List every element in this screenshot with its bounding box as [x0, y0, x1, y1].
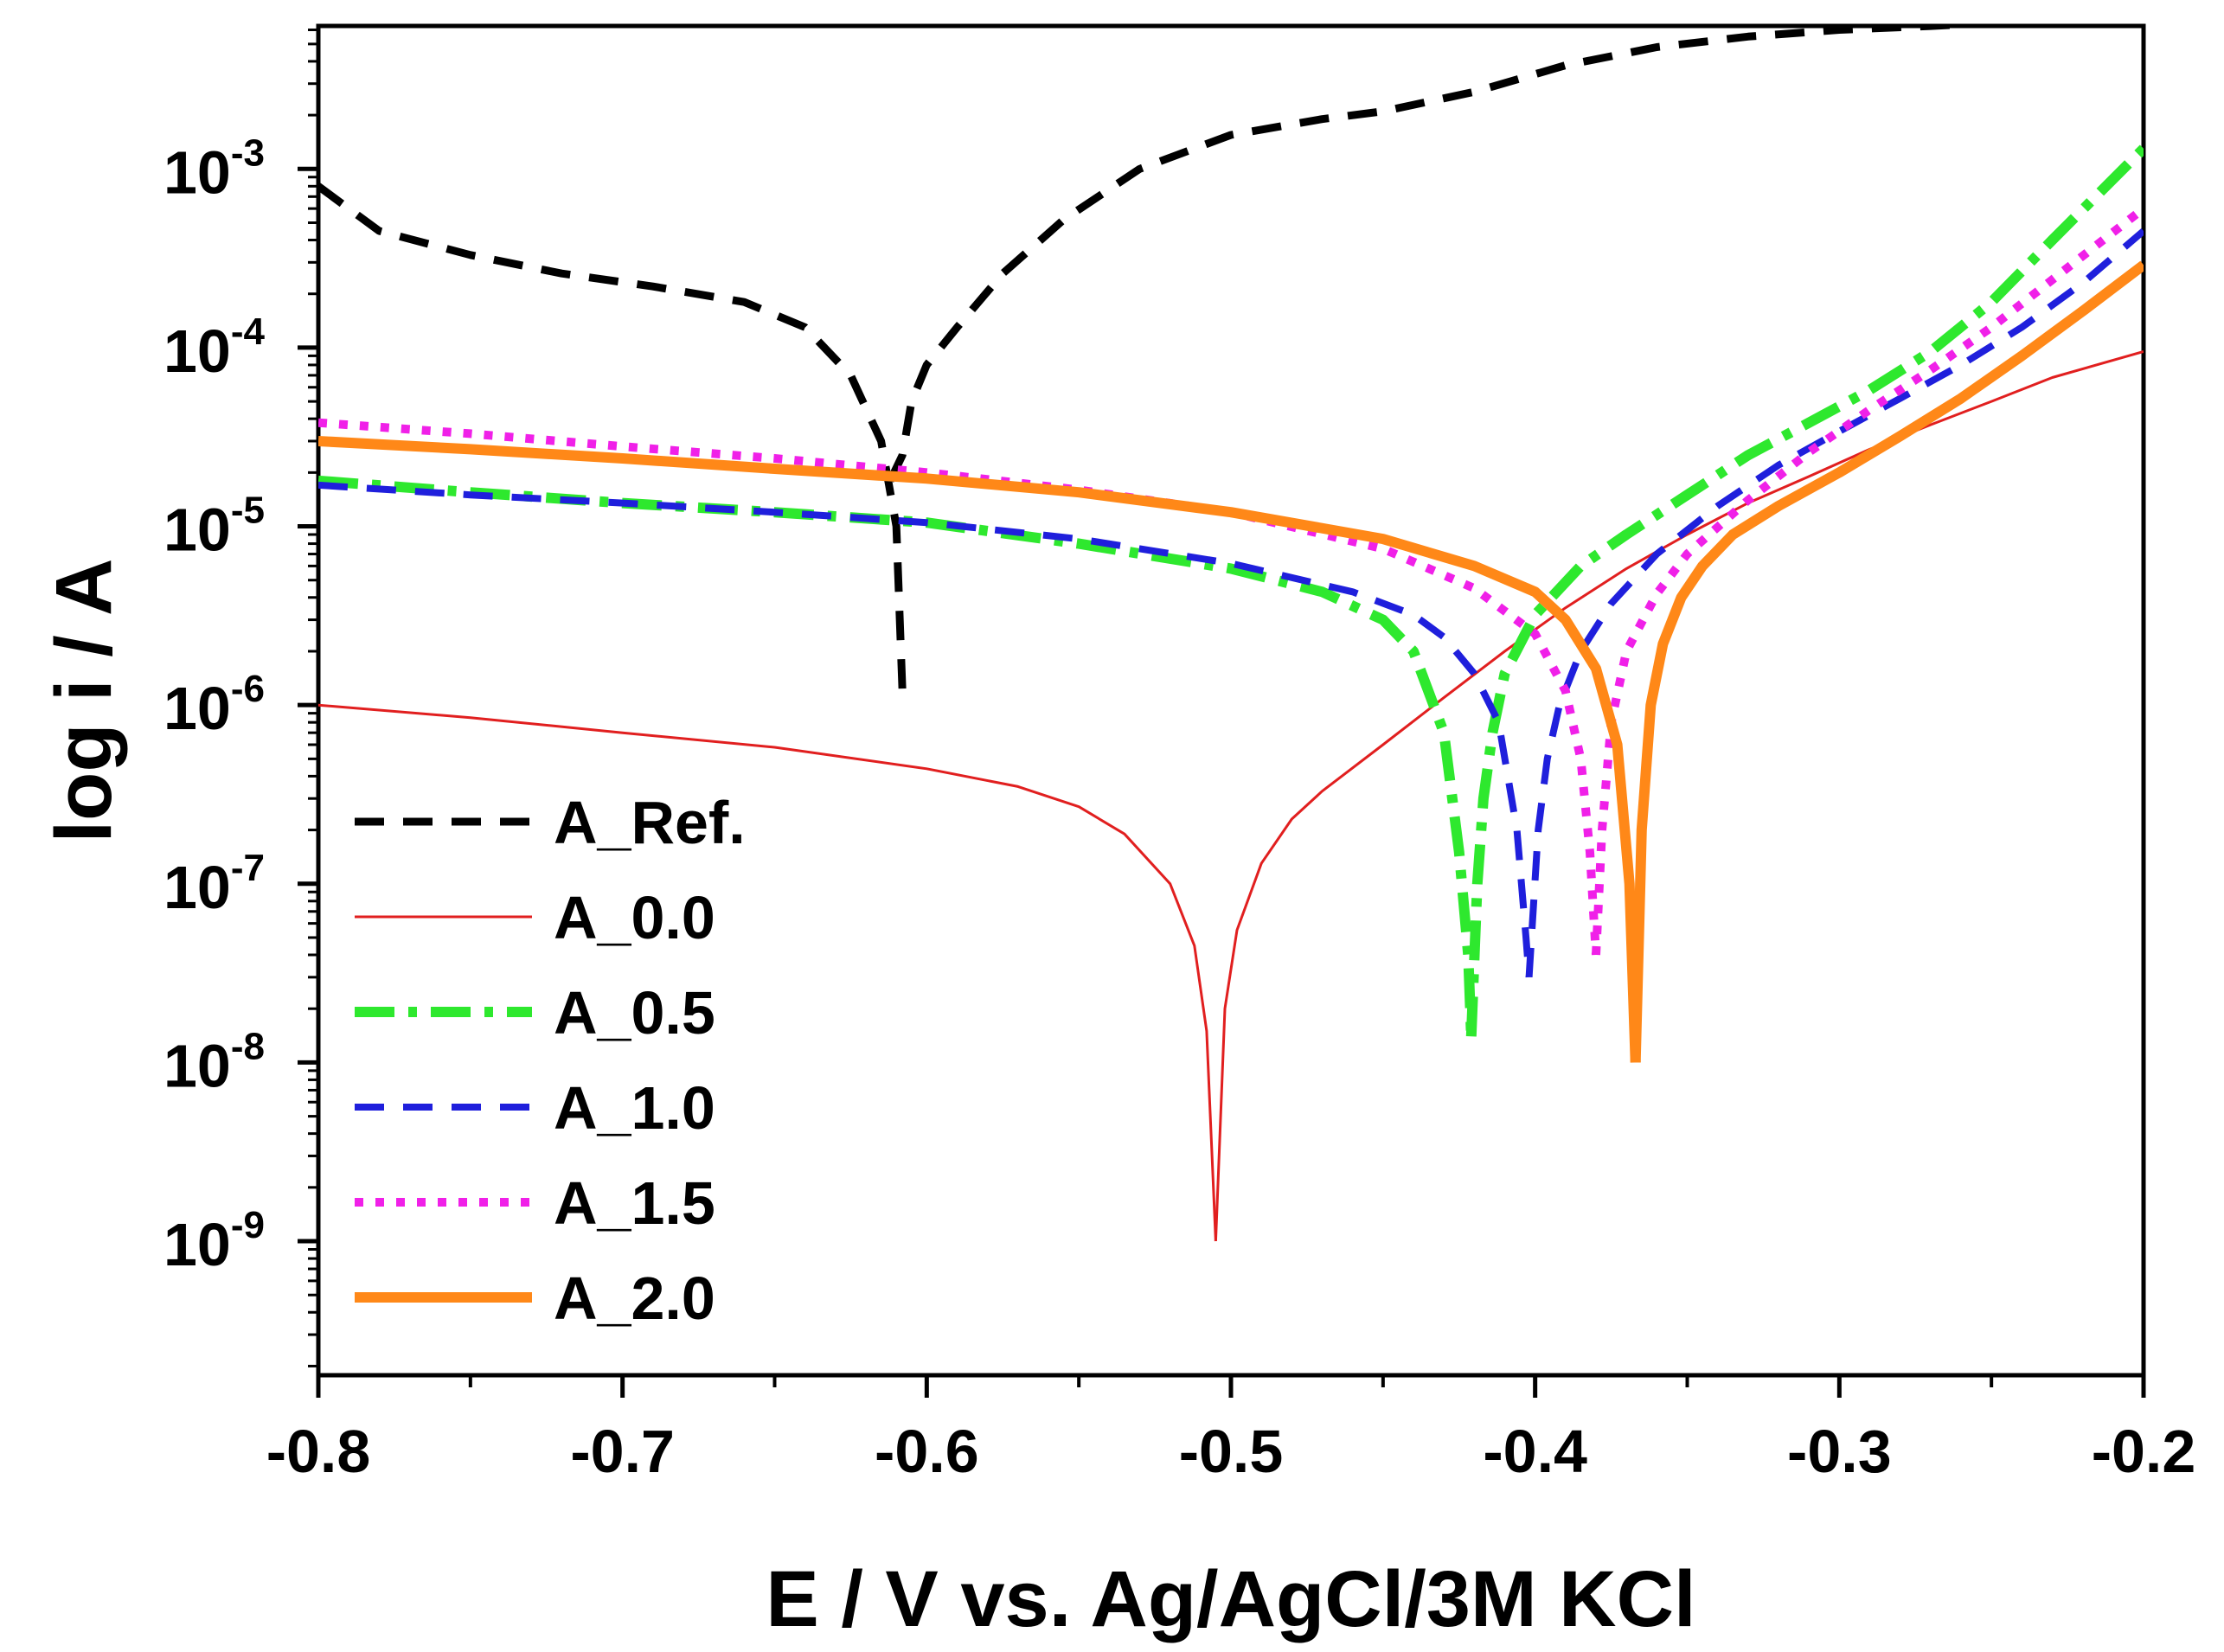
y-tick-label: 10-8	[163, 1025, 265, 1099]
y-axis-title: log i / A	[40, 559, 128, 843]
legend-label: A_1.0	[554, 1074, 715, 1142]
x-tick-label: -0.7	[570, 1418, 675, 1485]
series-line-a-1-0	[318, 481, 1533, 978]
x-tick-label: -0.6	[875, 1418, 979, 1485]
y-tick-label: 10-4	[163, 311, 266, 385]
series-line-a-0-0	[318, 703, 1217, 1242]
legend-label: A_2.0	[554, 1265, 715, 1332]
x-tick-label: -0.5	[1179, 1418, 1284, 1485]
series-line-a-0-5	[1465, 144, 2144, 1037]
y-tick-label: 10-5	[163, 490, 265, 564]
x-tick-label: -0.8	[266, 1418, 371, 1485]
x-tick-label: -0.4	[1483, 1418, 1587, 1485]
series-line-a-2-0	[318, 436, 1641, 1063]
series-line-a-ref-	[887, 26, 2008, 483]
x-tick-label: -0.2	[2092, 1418, 2196, 1485]
y-tick-label: 10-9	[163, 1204, 265, 1278]
series-line-a-2-0	[1630, 260, 2144, 1063]
legend-label: A_1.5	[554, 1169, 715, 1237]
series-line-a-0-5	[318, 475, 1477, 1037]
series-line-a-ref-	[318, 182, 907, 691]
x-axis-title: E / V vs. Ag/AgCl/3M KCl	[766, 1555, 1695, 1643]
series-line-a-1-5	[318, 418, 1600, 956]
legend-label: A_Ref.	[554, 789, 746, 856]
y-tick-label: 10-3	[163, 131, 265, 206]
legend-label: A_0.0	[554, 884, 715, 951]
y-tick-label: 10-6	[163, 668, 265, 742]
legend-label: A_0.5	[554, 979, 715, 1047]
x-tick-label: -0.3	[1787, 1418, 1892, 1485]
series-line-a-0-0	[1214, 350, 2144, 1242]
y-tick-label: 10-7	[163, 847, 265, 921]
series-line-a-1-0	[1525, 227, 2144, 978]
